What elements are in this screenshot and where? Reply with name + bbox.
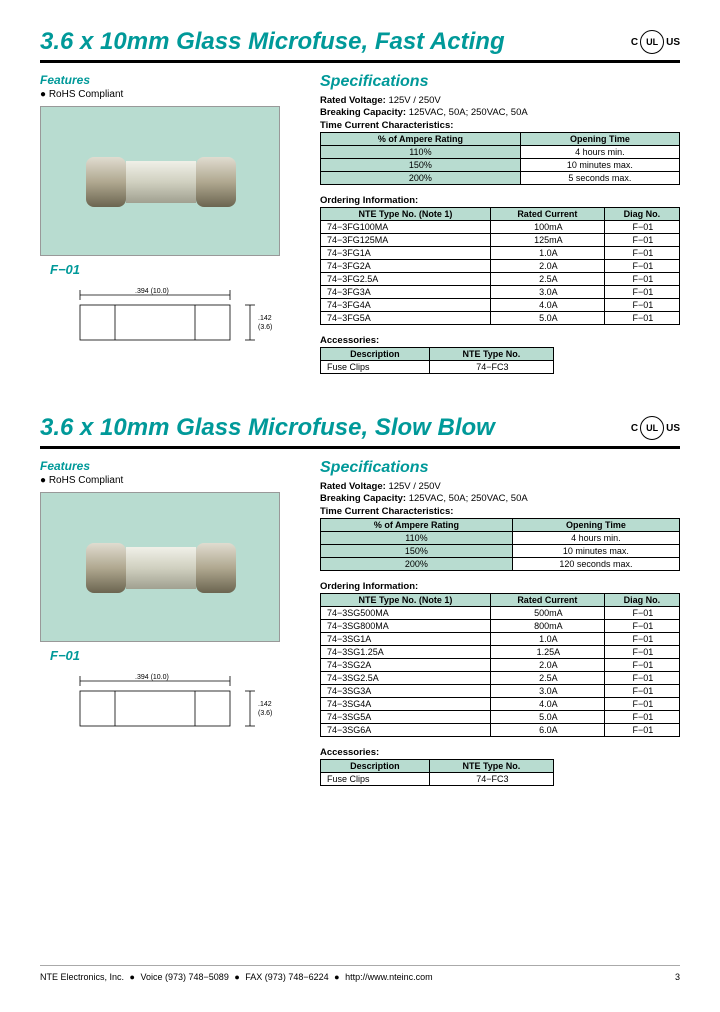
svg-text:(3.6): (3.6) — [258, 324, 272, 331]
ordering-header: Ordering Information: — [320, 581, 680, 592]
spec-header: Specifications — [320, 459, 680, 477]
table-row: Fuse Clips74−FC3 — [321, 773, 554, 786]
spec-line: Breaking Capacity: 125VAC, 50A; 250VAC, … — [320, 493, 680, 504]
table-row: 74−3SG500MA500mAF−01 — [321, 607, 680, 620]
table-row: 74−3SG1A1.0AF−01 — [321, 633, 680, 646]
tcc-header: Time Current Characteristics: — [320, 120, 680, 131]
table-row: 74−3FG3A3.0AF−01 — [321, 286, 680, 299]
table-header: % of Ampere Rating — [321, 519, 513, 532]
table-row: 150%10 minutes max. — [321, 159, 680, 172]
tcc-table: % of Ampere RatingOpening Time110%4 hour… — [320, 132, 680, 185]
footer-voice: Voice (973) 748−5089 — [141, 972, 229, 982]
table-row: 150%10 minutes max. — [321, 545, 680, 558]
table-header: Opening Time — [512, 519, 679, 532]
table-row: 74−3SG3A3.0AF−01 — [321, 685, 680, 698]
fuse-icon — [86, 157, 236, 207]
table-row: 74−3SG4A4.0AF−01 — [321, 698, 680, 711]
table-row: 74−3FG100MA100mAF−01 — [321, 221, 680, 234]
svg-text:.394 (10.0): .394 (10.0) — [135, 288, 169, 295]
table-row: 74−3SG2.5A2.5AF−01 — [321, 672, 680, 685]
table-header: Diag No. — [604, 594, 679, 607]
product-section: 3.6 x 10mm Glass Microfuse, Slow Blow CUL… — [40, 414, 680, 796]
spec-line: Rated Voltage: 125V / 250V — [320, 95, 680, 106]
table-header: NTE Type No. — [429, 760, 553, 773]
svg-text:.394 (10.0): .394 (10.0) — [135, 674, 169, 681]
table-header: % of Ampere Rating — [321, 133, 521, 146]
tcc-header: Time Current Characteristics: — [320, 506, 680, 517]
table-row: 74−3SG1.25A1.25AF−01 — [321, 646, 680, 659]
ul-logo: CULUS — [631, 30, 680, 54]
features-bullet: ● RoHS Compliant — [40, 475, 300, 486]
table-row: 74−3FG4A4.0AF−01 — [321, 299, 680, 312]
product-section: 3.6 x 10mm Glass Microfuse, Fast Acting C… — [40, 28, 680, 384]
features-header: Features — [40, 459, 300, 473]
accessories-table: DescriptionNTE Type No.Fuse Clips74−FC3 — [320, 759, 554, 786]
table-row: 74−3FG2.5A2.5AF−01 — [321, 273, 680, 286]
table-row: 110%4 hours min. — [321, 146, 680, 159]
svg-text:.142: .142 — [258, 701, 272, 708]
left-column: Features ● RoHS Compliant F−01 .394 (10.… — [40, 459, 300, 796]
table-row: 200%5 seconds max. — [321, 172, 680, 185]
page-footer: NTE Electronics, Inc. ● Voice (973) 748−… — [40, 965, 680, 982]
svg-text:(3.6): (3.6) — [258, 710, 272, 717]
section-title: 3.6 x 10mm Glass Microfuse, Fast Acting — [40, 28, 505, 56]
features-bullet: ● RoHS Compliant — [40, 89, 300, 100]
table-row: 200%120 seconds max. — [321, 558, 680, 571]
table-row: Fuse Clips74−FC3 — [321, 361, 554, 374]
table-row: 110%4 hours min. — [321, 532, 680, 545]
accessories-header: Accessories: — [320, 335, 680, 346]
footer-web: http://www.nteinc.com — [345, 972, 433, 982]
dimension-diagram: .394 (10.0) .142 (3.6) — [60, 285, 300, 355]
content-row: Features ● RoHS Compliant F−01 .394 (10.… — [40, 73, 680, 384]
table-header: Diag No. — [604, 208, 679, 221]
table-row: 74−3FG1A1.0AF−01 — [321, 247, 680, 260]
table-header: Description — [321, 760, 430, 773]
footer-company: NTE Electronics, Inc. — [40, 972, 124, 982]
right-column: Specifications Rated Voltage: 125V / 250V… — [320, 73, 680, 384]
table-row: 74−3SG6A6.0AF−01 — [321, 724, 680, 737]
accessories-header: Accessories: — [320, 747, 680, 758]
table-row: 74−3FG5A5.0AF−01 — [321, 312, 680, 325]
figure-label: F−01 — [50, 648, 300, 663]
tcc-table: % of Ampere RatingOpening Time110%4 hour… — [320, 518, 680, 571]
table-header: Rated Current — [490, 208, 604, 221]
left-column: Features ● RoHS Compliant F−01 .394 (10.… — [40, 73, 300, 384]
ul-logo: CULUS — [631, 416, 680, 440]
fuse-icon — [86, 543, 236, 593]
features-header: Features — [40, 73, 300, 87]
table-header: NTE Type No. — [429, 348, 553, 361]
section-title: 3.6 x 10mm Glass Microfuse, Slow Blow — [40, 414, 495, 442]
footer-text: NTE Electronics, Inc. ● Voice (973) 748−… — [40, 972, 433, 982]
figure-label: F−01 — [50, 262, 300, 277]
spec-header: Specifications — [320, 73, 680, 91]
right-column: Specifications Rated Voltage: 125V / 250V… — [320, 459, 680, 796]
table-header: Description — [321, 348, 430, 361]
table-header: NTE Type No. (Note 1) — [321, 208, 491, 221]
table-row: 74−3SG2A2.0AF−01 — [321, 659, 680, 672]
ordering-table: NTE Type No. (Note 1)Rated CurrentDiag N… — [320, 593, 680, 737]
spec-line: Rated Voltage: 125V / 250V — [320, 481, 680, 492]
accessories-table: DescriptionNTE Type No.Fuse Clips74−FC3 — [320, 347, 554, 374]
table-row: 74−3SG800MA800mAF−01 — [321, 620, 680, 633]
table-header: Rated Current — [490, 594, 604, 607]
svg-text:.142: .142 — [258, 315, 272, 322]
table-row: 74−3FG125MA125mAF−01 — [321, 234, 680, 247]
table-row: 74−3SG5A5.0AF−01 — [321, 711, 680, 724]
table-row: 74−3FG2A2.0AF−01 — [321, 260, 680, 273]
spec-line: Breaking Capacity: 125VAC, 50A; 250VAC, … — [320, 107, 680, 118]
footer-fax: FAX (973) 748−6224 — [245, 972, 328, 982]
table-header: NTE Type No. (Note 1) — [321, 594, 491, 607]
ordering-header: Ordering Information: — [320, 195, 680, 206]
content-row: Features ● RoHS Compliant F−01 .394 (10.… — [40, 459, 680, 796]
product-photo — [40, 106, 280, 256]
ordering-table: NTE Type No. (Note 1)Rated CurrentDiag N… — [320, 207, 680, 325]
title-row: 3.6 x 10mm Glass Microfuse, Slow Blow CUL… — [40, 414, 680, 449]
title-row: 3.6 x 10mm Glass Microfuse, Fast Acting C… — [40, 28, 680, 63]
product-photo — [40, 492, 280, 642]
dimension-diagram: .394 (10.0) .142 (3.6) — [60, 671, 300, 741]
table-header: Opening Time — [520, 133, 679, 146]
page-number: 3 — [675, 972, 680, 982]
